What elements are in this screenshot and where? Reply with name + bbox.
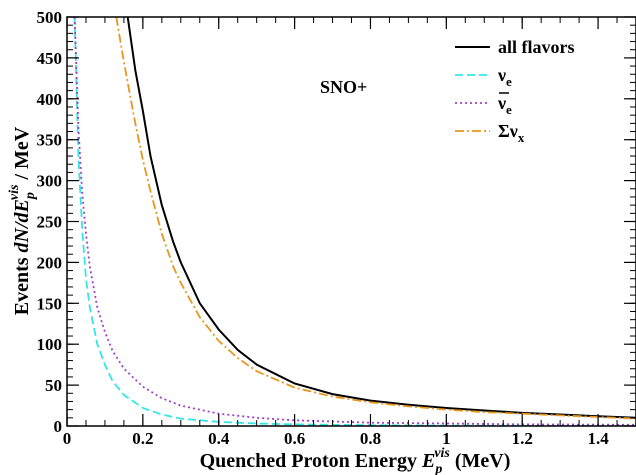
x-tick-label: 1.2 [512,429,533,448]
y-tick-label: 350 [37,131,63,150]
y-tick-label: 450 [37,49,63,68]
y-tick-label: 150 [37,294,63,313]
x-tick-label: 0 [63,429,72,448]
x-axis-title: Quenched Proton Energy Epvis (MeV) [200,446,511,475]
y-tick-label: 250 [37,213,63,232]
x-tick-label: 1.4 [587,429,609,448]
series-line-2 [73,17,636,426]
legend-label-0: all flavors [498,37,575,57]
legend: all flavors νe νe Σνx [455,37,575,145]
x-tick-label: 0.6 [284,429,305,448]
series-line-3 [115,17,636,420]
y-tick-label: 200 [37,253,63,272]
annotation-sno-plus: SNO+ [320,77,367,97]
x-tick-label: 1 [442,429,451,448]
y-tick-label: 100 [37,335,63,354]
legend-label-2: νe [497,93,512,117]
ticks-layer: 0 0.2 0.4 0.6 0.8 1 1.2 1.4 0 50 100 150 200 250 300 35… [37,8,636,448]
y-tick-label: 0 [54,417,63,436]
y-tick-label: 300 [37,172,63,191]
x-tick-label: 0.4 [208,429,230,448]
series-line-0 [126,17,636,419]
y-tick-label: 400 [37,90,63,109]
x-tick-label: 0.2 [132,429,153,448]
y-axis-title: Events dN/dEpvis / MeV [7,126,38,315]
y-tick-label: 500 [37,8,63,27]
x-tick-label: 0.8 [360,429,381,448]
legend-label-3: Σνx [498,121,525,145]
legend-label-1: νe [497,65,512,89]
y-tick-label: 50 [45,376,62,395]
